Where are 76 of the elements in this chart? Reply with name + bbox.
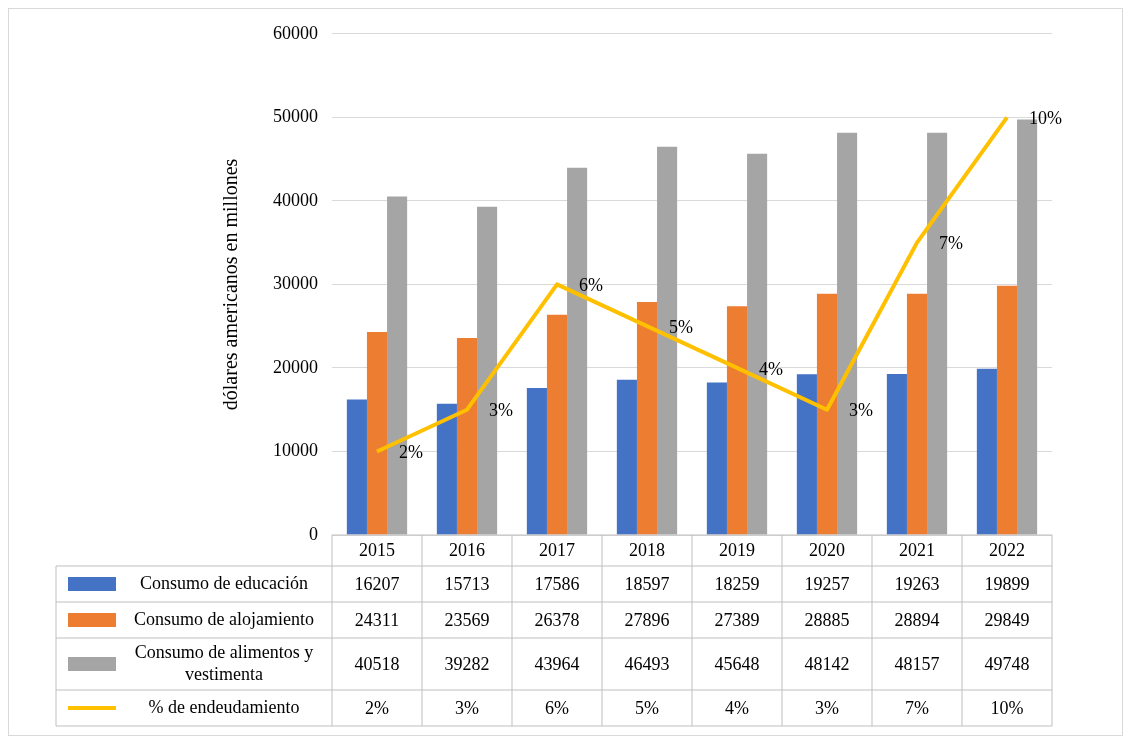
y-axis-title: dólares americanos en millones <box>219 158 242 411</box>
legend-label: % de endeudamiento <box>148 696 300 717</box>
data-label: 24311 <box>354 609 400 630</box>
data-label: 45648 <box>714 653 760 674</box>
data-label: 48157 <box>894 653 940 674</box>
data-label: 19257 <box>804 573 850 594</box>
bar <box>886 374 907 535</box>
data-label: 18597 <box>624 573 670 594</box>
y-tick-label: 30000 <box>273 273 318 294</box>
bar <box>976 368 997 535</box>
bar <box>816 293 838 535</box>
x-tick-label: 2020 <box>809 540 845 561</box>
text: 3% <box>849 400 873 421</box>
data-label: 5% <box>635 697 659 718</box>
data-label: 19899 <box>984 573 1030 594</box>
data-label: 19263 <box>894 573 940 594</box>
data-label: 29849 <box>984 609 1030 630</box>
data-label: 26378 <box>534 609 580 630</box>
data-label: 7% <box>905 697 929 718</box>
y-tick-label: 40000 <box>273 189 318 210</box>
bar <box>616 379 637 535</box>
x-tick-label: 2021 <box>899 540 935 561</box>
text: 4% <box>759 358 783 379</box>
bar <box>726 306 748 535</box>
text: 10% <box>1029 108 1062 129</box>
data-label: 3% <box>815 697 839 718</box>
data-label: 15713 <box>444 573 490 594</box>
text: 6% <box>579 275 603 296</box>
text: 7% <box>939 233 963 254</box>
x-tick-label: 2016 <box>449 540 485 561</box>
bar <box>546 314 568 535</box>
y-tick-label: 50000 <box>273 106 318 127</box>
data-label: 39282 <box>444 653 490 674</box>
bar <box>796 374 817 535</box>
x-tick-label: 2017 <box>539 540 575 561</box>
x-tick-label: 2019 <box>719 540 755 561</box>
text: 2% <box>399 442 423 463</box>
data-label: 49748 <box>984 653 1030 674</box>
text: 3% <box>489 400 513 421</box>
x-tick-label: 2022 <box>989 540 1025 561</box>
bar <box>996 285 1018 535</box>
data-label: 46493 <box>624 653 670 674</box>
data-label: 17586 <box>534 573 580 594</box>
data-label: 23569 <box>444 609 490 630</box>
legend-label: Consumo de educación <box>140 572 308 593</box>
y-tick-label: 10000 <box>273 440 318 461</box>
legend-label: Consumo de alimentos y vestimenta <box>134 641 314 684</box>
bar <box>526 388 547 535</box>
x-tick-label: 2015 <box>359 540 395 561</box>
y-tick-label: 60000 <box>273 22 318 43</box>
data-label: 43964 <box>534 653 580 674</box>
text: 5% <box>669 316 693 337</box>
data-label: 4% <box>725 697 749 718</box>
data-label: 2% <box>365 697 389 718</box>
data-label: 27896 <box>624 609 670 630</box>
y-tick-label: 0 <box>309 523 318 544</box>
bar <box>436 403 457 535</box>
bar <box>706 382 727 535</box>
data-label: 18259 <box>714 573 760 594</box>
data-label: 40518 <box>354 653 400 674</box>
data-label: 28894 <box>894 609 940 630</box>
x-tick-label: 2018 <box>629 540 665 561</box>
data-label: 27389 <box>714 609 760 630</box>
data-label: 16207 <box>354 573 400 594</box>
data-label: 10% <box>990 697 1024 718</box>
data-label: 48142 <box>804 653 850 674</box>
data-label: 3% <box>455 697 479 718</box>
bar <box>366 331 388 535</box>
bar <box>456 338 478 535</box>
data-label: 28885 <box>804 609 850 630</box>
bar <box>906 293 928 535</box>
data-label: 6% <box>545 697 569 718</box>
bar <box>636 301 658 535</box>
y-tick-label: 20000 <box>273 356 318 377</box>
bar <box>346 399 367 535</box>
legend-label: Consumo de alojamiento <box>134 608 314 629</box>
